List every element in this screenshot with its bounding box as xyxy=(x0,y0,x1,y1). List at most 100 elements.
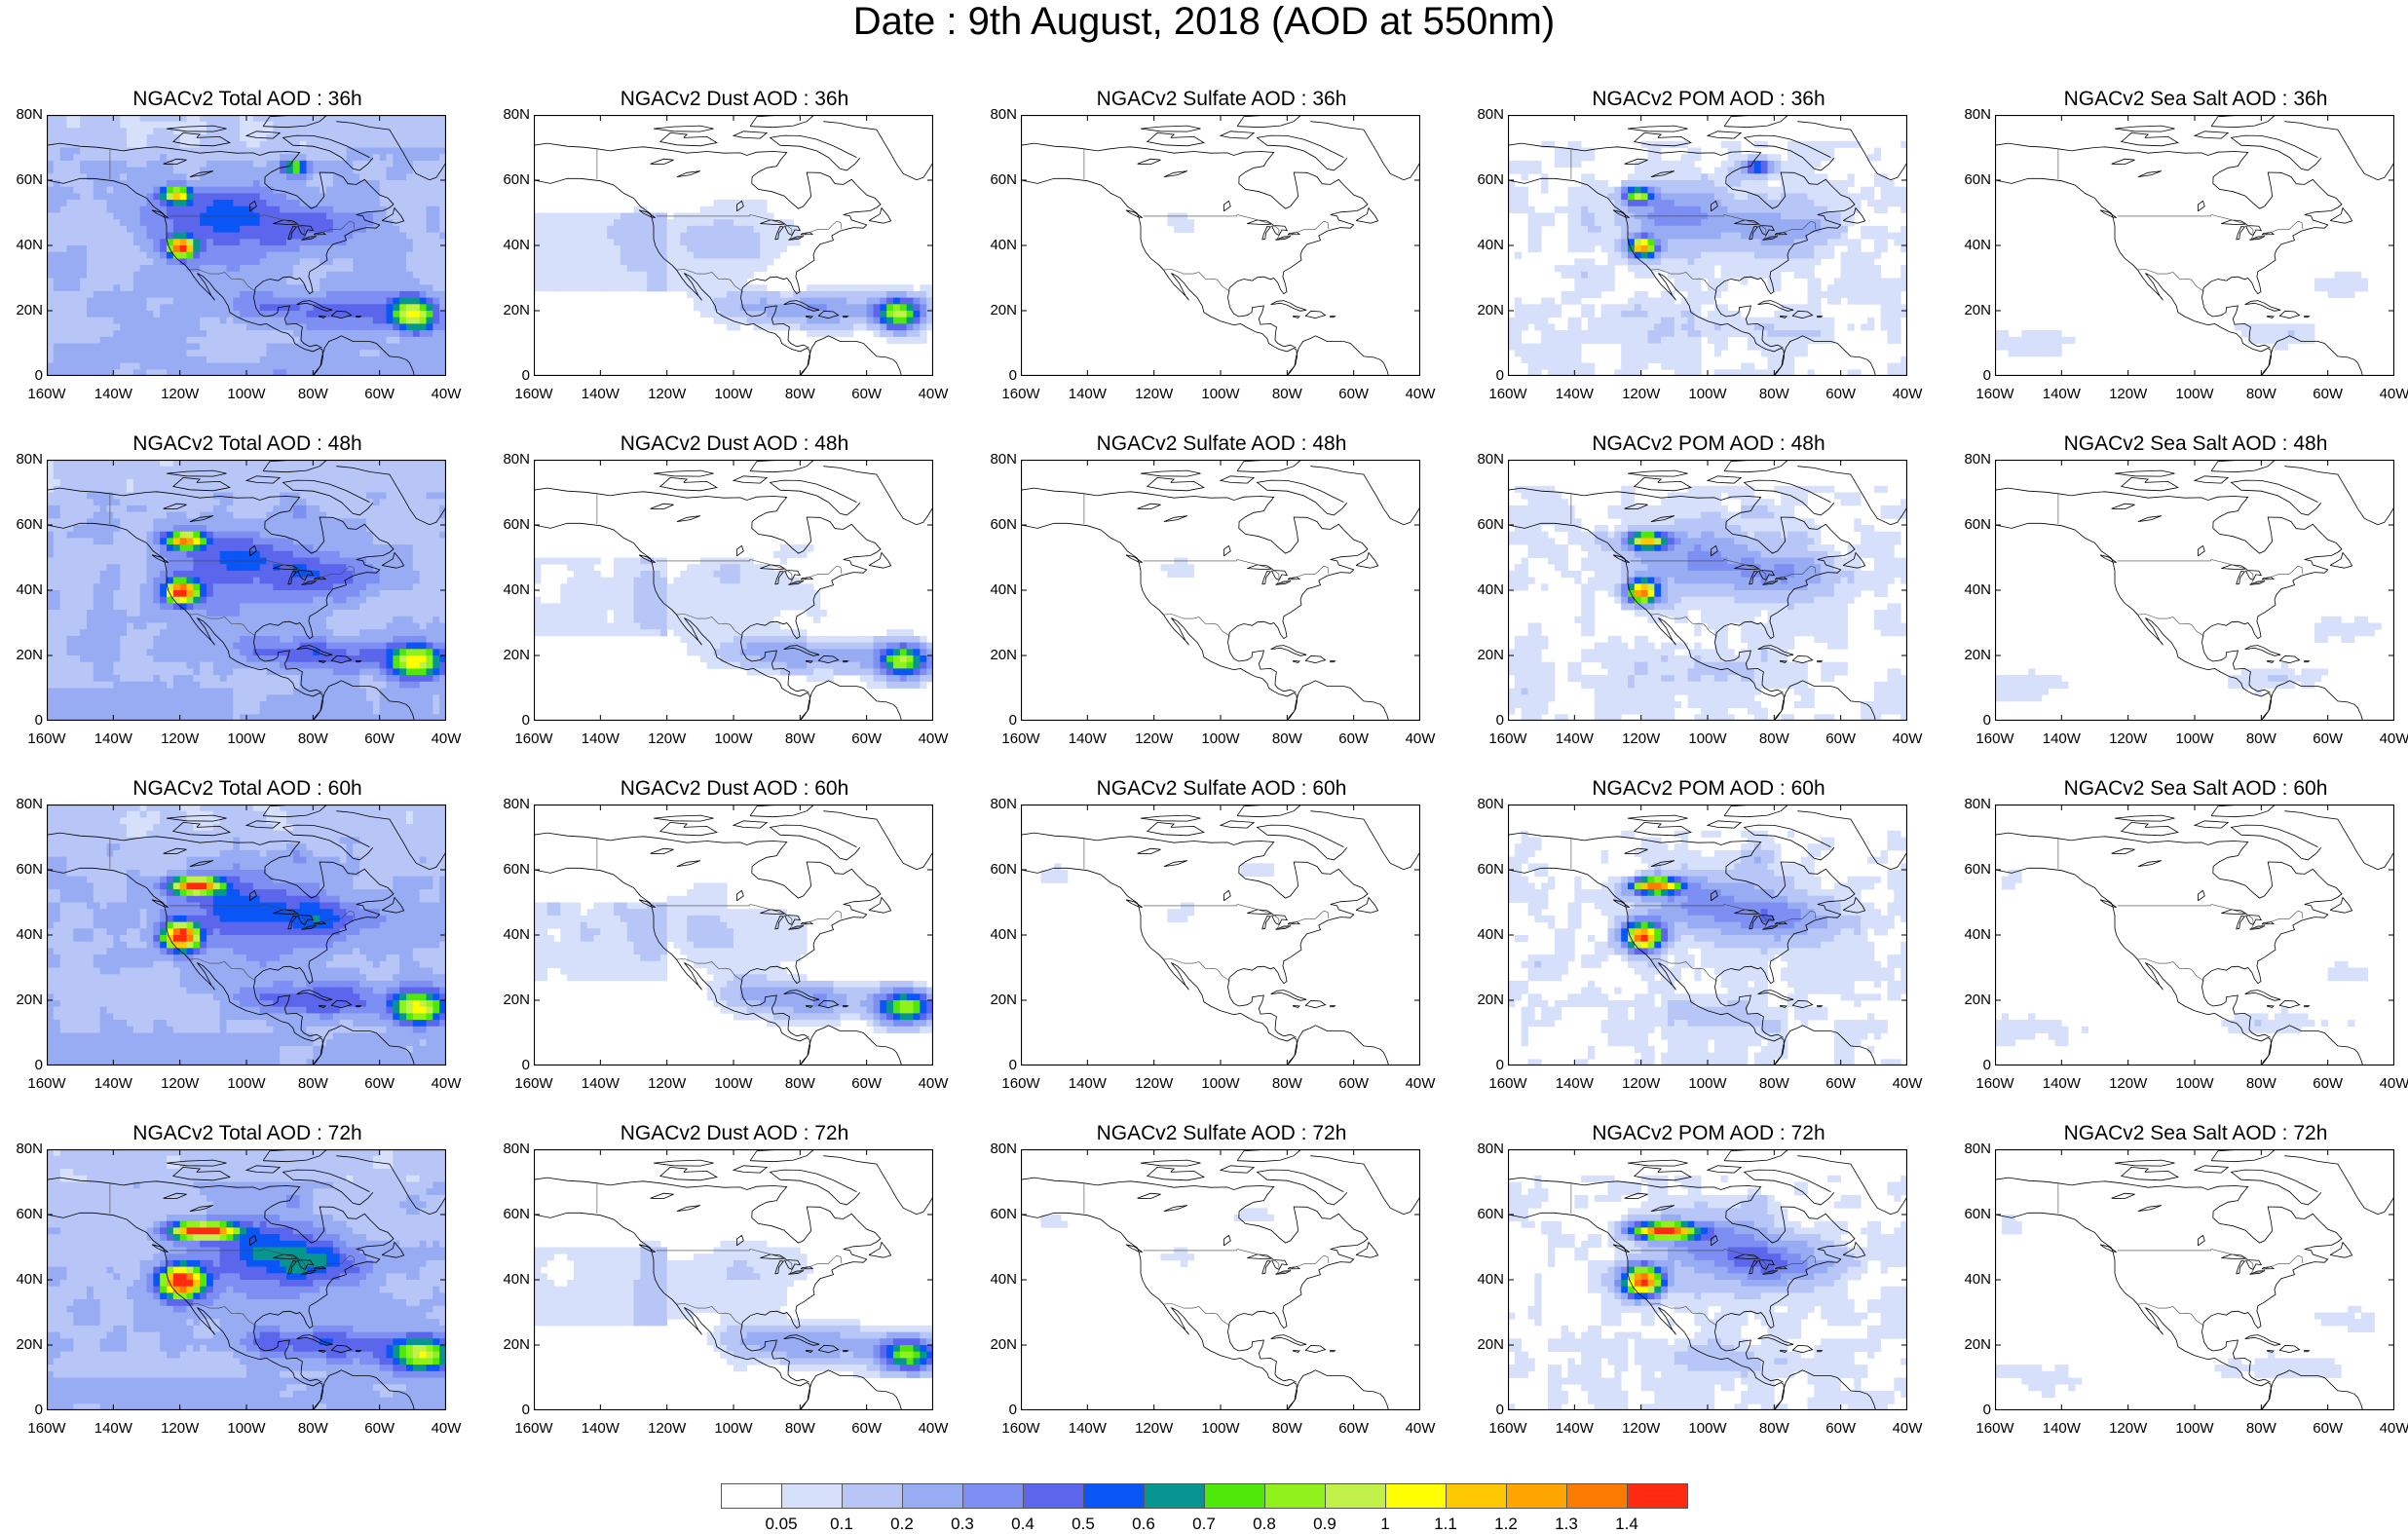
coastline xyxy=(2245,301,2281,312)
aod-map xyxy=(47,804,446,1066)
coastline xyxy=(2245,646,2281,656)
coastline xyxy=(2261,1026,2362,1066)
lat-label: 60N xyxy=(487,861,530,878)
map-frame xyxy=(534,1149,933,1410)
coastline xyxy=(2304,316,2309,317)
lat-label: 80N xyxy=(0,796,43,812)
coastline xyxy=(2115,815,2175,821)
coastline xyxy=(1708,131,1741,138)
lon-label: 100W xyxy=(222,386,271,402)
lon-label: 140W xyxy=(576,1075,624,1092)
coastline xyxy=(1272,1260,1288,1270)
coastline xyxy=(654,126,714,131)
aod-map xyxy=(1508,804,1907,1066)
lon-label: 160W xyxy=(1484,1420,1532,1437)
panel-title: NGACv2 POM AOD : 60h xyxy=(1508,777,1909,801)
lon-label: 160W xyxy=(997,1420,1045,1437)
panel-title: NGACv2 Total AOD : 60h xyxy=(47,777,448,801)
lat-label: 0 xyxy=(1461,367,1504,384)
lon-label: 100W xyxy=(1196,1075,1245,1092)
map-frame xyxy=(534,115,933,376)
country-border xyxy=(2138,615,2204,637)
colorbar-label: 0.2 xyxy=(873,1515,931,1534)
panel-title: NGACv2 Sea Salt AOD : 60h xyxy=(1995,777,2396,801)
lon-label: 140W xyxy=(2037,730,2086,747)
coastline xyxy=(2279,1345,2300,1352)
coastline xyxy=(1287,1026,1388,1066)
lat-label: 40N xyxy=(974,1271,1017,1288)
colorbar-label: 0.6 xyxy=(1114,1515,1173,1534)
lon-label: 160W xyxy=(22,730,71,747)
lon-label: 120W xyxy=(1130,386,1179,402)
lon-label: 40W xyxy=(1883,1420,1932,1437)
lon-label: 100W xyxy=(2170,1075,2219,1092)
lat-label: 40N xyxy=(487,926,530,943)
map-frame xyxy=(1995,804,2394,1066)
map-frame xyxy=(1508,804,1907,1066)
panel-title: NGACv2 Total AOD : 48h xyxy=(47,432,448,456)
coastline xyxy=(2122,822,2178,835)
colorbar-label: 0.05 xyxy=(752,1515,810,1534)
map-frame xyxy=(1995,115,2394,376)
coastline xyxy=(823,1156,933,1215)
lon-label: 100W xyxy=(709,1075,758,1092)
lat-label: 80N xyxy=(1461,1141,1504,1157)
coastline xyxy=(1138,504,1161,508)
map-border xyxy=(1022,805,1420,1066)
coastline xyxy=(1148,1167,1204,1179)
lat-label: 80N xyxy=(1948,451,1991,468)
coastline xyxy=(1708,1166,1741,1173)
country-border xyxy=(2138,1304,2204,1327)
aod-map xyxy=(534,1149,933,1410)
lat-label: 0 xyxy=(1461,712,1504,729)
lon-label: 40W xyxy=(422,386,470,402)
lon-label: 120W xyxy=(1617,1420,1666,1437)
coastline xyxy=(750,460,813,472)
country-border xyxy=(2118,905,2303,929)
lon-label: 60W xyxy=(843,730,891,747)
lon-label: 40W xyxy=(909,1075,958,1092)
coastline xyxy=(1792,1345,1813,1352)
coastline xyxy=(1287,1370,1388,1410)
coastline xyxy=(1237,460,1300,472)
lon-label: 120W xyxy=(1617,386,1666,402)
aod-field xyxy=(1161,558,1195,579)
colorbar-label: 1.4 xyxy=(1598,1515,1656,1534)
coastline xyxy=(2138,861,2162,867)
coastline xyxy=(1237,115,1300,128)
aod-map xyxy=(1021,1149,1420,1410)
lat-label: 60N xyxy=(1948,861,1991,878)
map-frame xyxy=(47,460,446,721)
coastline xyxy=(2267,1350,2274,1352)
coastline xyxy=(736,890,743,900)
lon-label: 120W xyxy=(1130,1075,1179,1092)
coastline xyxy=(1271,301,1307,312)
coastline xyxy=(1223,890,1230,900)
lon-label: 120W xyxy=(156,386,205,402)
lat-label: 80N xyxy=(487,106,530,123)
lon-label: 80W xyxy=(2237,386,2285,402)
coastline xyxy=(1148,132,1204,145)
aod-field xyxy=(1167,213,1194,234)
coastline xyxy=(1708,821,1741,828)
coastline xyxy=(1995,868,2272,1066)
coastline xyxy=(1330,660,1335,661)
colorbar-swatch xyxy=(1144,1483,1205,1509)
aod-map xyxy=(534,460,933,721)
coastline xyxy=(1138,848,1161,853)
aod-field xyxy=(534,1241,933,1378)
lon-label: 100W xyxy=(709,1420,758,1437)
lat-label: 20N xyxy=(1948,991,1991,1008)
lon-label: 100W xyxy=(1196,1420,1245,1437)
lat-label: 40N xyxy=(0,1271,43,1288)
map-border xyxy=(1022,1150,1420,1410)
colorbar-swatch xyxy=(1023,1483,1084,1509)
lon-label: 40W xyxy=(1883,386,1932,402)
coastline xyxy=(2211,115,2275,128)
lon-label: 40W xyxy=(1396,730,1445,747)
lat-label: 40N xyxy=(1461,237,1504,253)
